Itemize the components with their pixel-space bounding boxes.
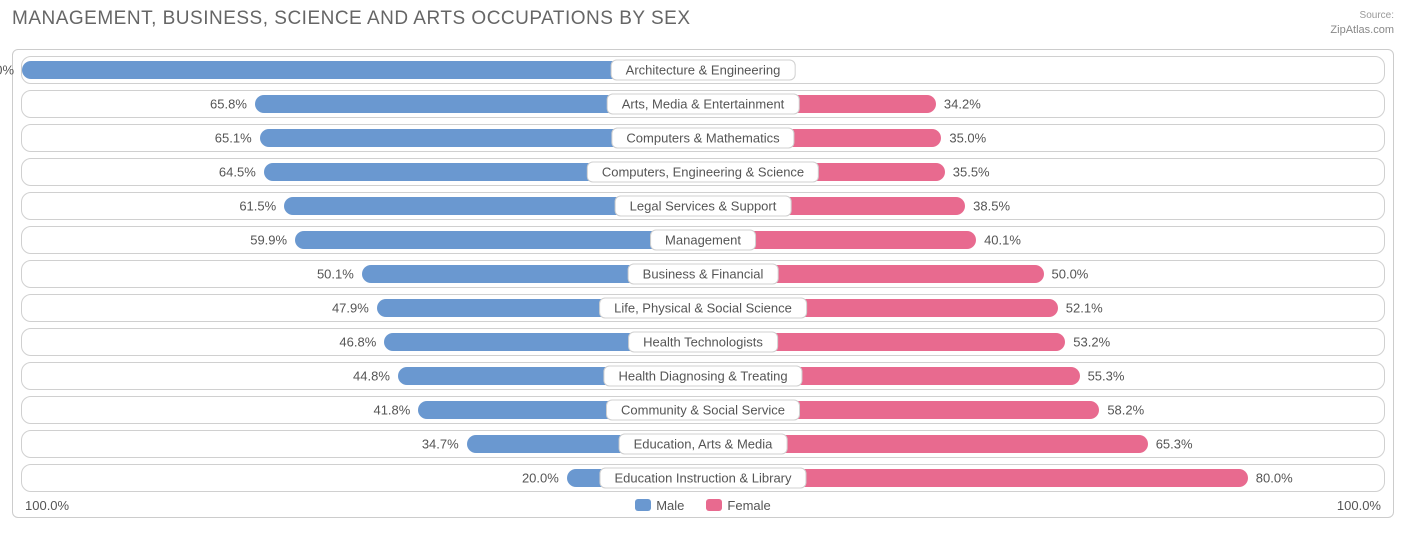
- female-value-label: 50.0%: [1052, 266, 1089, 281]
- female-half: 35.0%: [703, 125, 1384, 151]
- male-half: 61.5%: [22, 193, 703, 219]
- female-swatch-icon: [706, 499, 722, 511]
- axis-left-label: 100.0%: [25, 498, 69, 513]
- axis-right-label: 100.0%: [1337, 498, 1381, 513]
- legend-male: Male: [635, 498, 684, 513]
- legend-male-label: Male: [656, 498, 684, 513]
- male-half: 50.1%: [22, 261, 703, 287]
- female-value-label: 34.2%: [944, 96, 981, 111]
- category-label: Computers & Mathematics: [611, 127, 794, 148]
- male-bar: 59.9%: [295, 231, 703, 249]
- chart-legend: Male Female: [627, 498, 779, 513]
- chart-row: 65.8% 34.2% Arts, Media & Entertainment: [21, 90, 1385, 118]
- category-label: Legal Services & Support: [615, 195, 792, 216]
- male-value-label: 100.0%: [0, 62, 14, 77]
- male-value-label: 50.1%: [317, 266, 354, 281]
- female-value-label: 38.5%: [973, 198, 1010, 213]
- chart-header: MANAGEMENT, BUSINESS, SCIENCE AND ARTS O…: [12, 8, 1394, 39]
- female-half: 0.0%: [703, 57, 1384, 83]
- male-half: 46.8%: [22, 329, 703, 355]
- chart-row: 65.1% 35.0% Computers & Mathematics: [21, 124, 1385, 152]
- female-half: 55.3%: [703, 363, 1384, 389]
- female-value-label: 65.3%: [1156, 436, 1193, 451]
- category-label: Architecture & Engineering: [611, 59, 796, 80]
- male-value-label: 41.8%: [373, 402, 410, 417]
- chart-area: 100.0%0.0%Architecture & Engineering65.8…: [12, 49, 1394, 518]
- male-value-label: 44.8%: [353, 368, 390, 383]
- source-value: ZipAtlas.com: [1330, 24, 1394, 36]
- female-value-label: 80.0%: [1256, 470, 1293, 485]
- female-half: 34.2%: [703, 91, 1384, 117]
- chart-row: 41.8% 58.2% Community & Social Service: [21, 396, 1385, 424]
- female-value-label: 55.3%: [1088, 368, 1125, 383]
- legend-female-label: Female: [727, 498, 770, 513]
- category-label: Community & Social Service: [606, 399, 800, 420]
- chart-rows: 100.0%0.0%Architecture & Engineering 65.8…: [21, 56, 1385, 492]
- chart-title: MANAGEMENT, BUSINESS, SCIENCE AND ARTS O…: [12, 8, 691, 30]
- chart-row: 44.8% 55.3% Health Diagnosing & Treating: [21, 362, 1385, 390]
- male-half: 100.0%: [22, 57, 703, 83]
- male-half: 34.7%: [22, 431, 703, 457]
- chart-row: 20.0% 80.0% Education Instruction & Librar…: [21, 464, 1385, 492]
- chart-row: 34.7% 65.3% Education, Arts & Media: [21, 430, 1385, 458]
- male-value-label: 61.5%: [239, 198, 276, 213]
- male-value-label: 20.0%: [522, 470, 559, 485]
- chart-row: 61.5% 38.5% Legal Services & Support: [21, 192, 1385, 220]
- female-value-label: 35.0%: [949, 130, 986, 145]
- category-label: Business & Financial: [628, 263, 779, 284]
- category-label: Life, Physical & Social Science: [599, 297, 807, 318]
- chart-row: 47.9% 52.1% Life, Physical & Social Scienc…: [21, 294, 1385, 322]
- female-value-label: 35.5%: [953, 164, 990, 179]
- chart-row: 46.8% 53.2% Health Technologists: [21, 328, 1385, 356]
- category-label: Arts, Media & Entertainment: [607, 93, 800, 114]
- female-value-label: 52.1%: [1066, 300, 1103, 315]
- chart-source: Source: ZipAtlas.com: [1330, 8, 1394, 39]
- male-half: 65.8%: [22, 91, 703, 117]
- category-label: Education Instruction & Library: [599, 467, 806, 488]
- female-half: 38.5%: [703, 193, 1384, 219]
- chart-row: 59.9% 40.1% Management: [21, 226, 1385, 254]
- female-half: 53.2%: [703, 329, 1384, 355]
- male-value-label: 46.8%: [339, 334, 376, 349]
- female-half: 58.2%: [703, 397, 1384, 423]
- legend-female: Female: [706, 498, 770, 513]
- male-swatch-icon: [635, 499, 651, 511]
- category-label: Health Technologists: [628, 331, 778, 352]
- chart-row: 100.0%0.0%Architecture & Engineering: [21, 56, 1385, 84]
- male-bar: 100.0%: [22, 61, 703, 79]
- male-value-label: 65.1%: [215, 130, 252, 145]
- male-half: 44.8%: [22, 363, 703, 389]
- female-value-label: 40.1%: [984, 232, 1021, 247]
- male-half: 59.9%: [22, 227, 703, 253]
- male-value-label: 64.5%: [219, 164, 256, 179]
- category-label: Health Diagnosing & Treating: [603, 365, 802, 386]
- female-half: 50.0%: [703, 261, 1384, 287]
- category-label: Management: [650, 229, 756, 250]
- chart-row: 64.5% 35.5% Computers, Engineering & Scien…: [21, 158, 1385, 186]
- category-label: Computers, Engineering & Science: [587, 161, 819, 182]
- category-label: Education, Arts & Media: [619, 433, 788, 454]
- chart-row: 50.1% 50.0% Business & Financial: [21, 260, 1385, 288]
- female-half: 65.3%: [703, 431, 1384, 457]
- male-value-label: 34.7%: [422, 436, 459, 451]
- female-value-label: 58.2%: [1107, 402, 1144, 417]
- female-half: 40.1%: [703, 227, 1384, 253]
- male-value-label: 59.9%: [250, 232, 287, 247]
- axis-row: 100.0% Male Female 100.0%: [21, 498, 1385, 513]
- source-label: Source:: [1360, 10, 1394, 21]
- female-value-label: 53.2%: [1073, 334, 1110, 349]
- male-half: 65.1%: [22, 125, 703, 151]
- male-value-label: 47.9%: [332, 300, 369, 315]
- male-value-label: 65.8%: [210, 96, 247, 111]
- male-half: 41.8%: [22, 397, 703, 423]
